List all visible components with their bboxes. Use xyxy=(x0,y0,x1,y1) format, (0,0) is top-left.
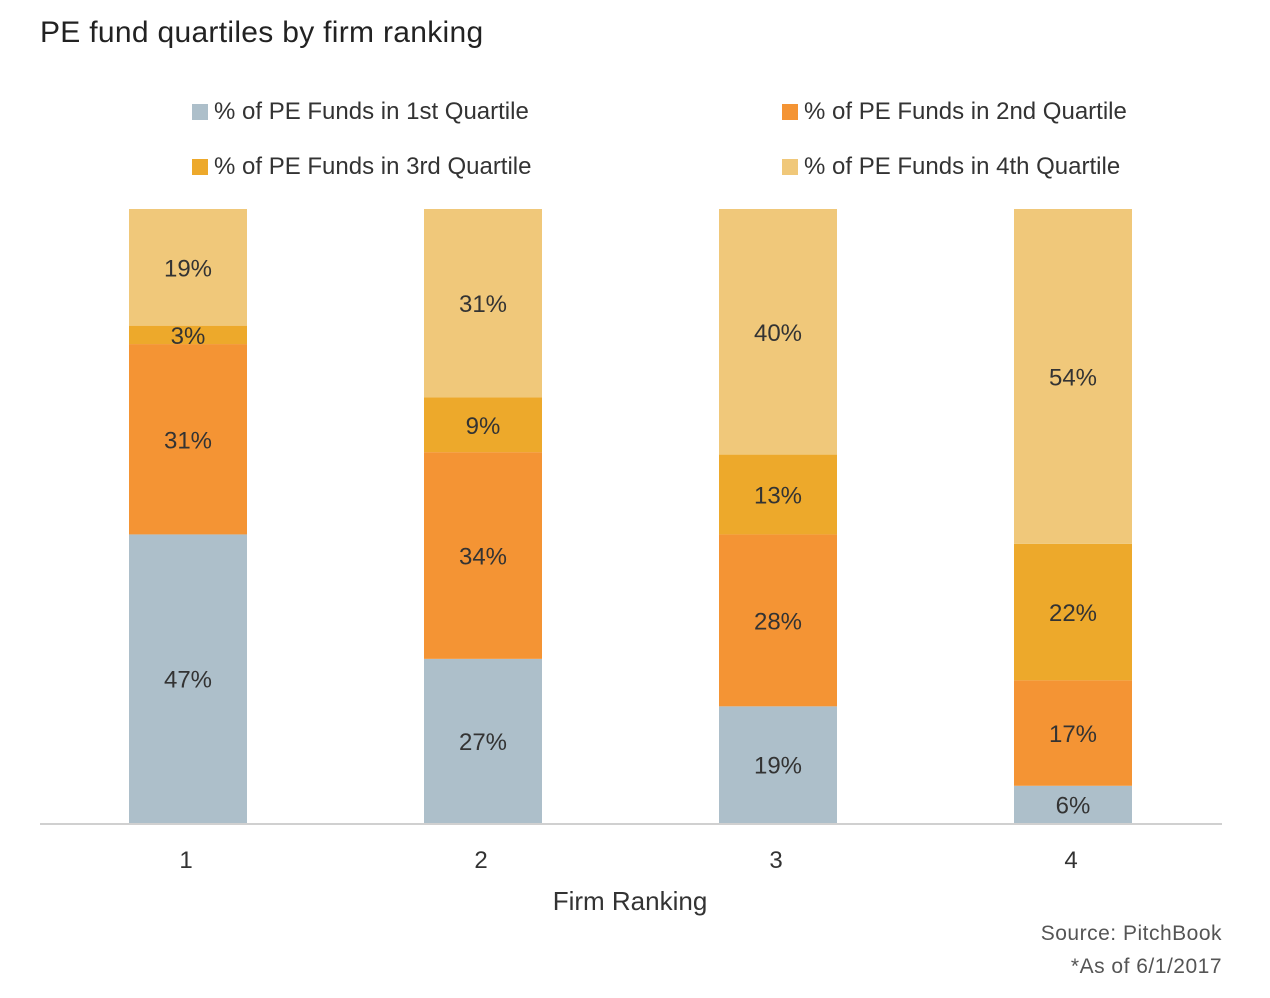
data-label: 13% xyxy=(754,483,802,510)
legend-swatch-1st-quartile xyxy=(192,104,208,120)
x-axis-title-text: Firm Ranking xyxy=(552,886,708,916)
legend-item-1st-quartile: % of PE Funds in 1st Quartile xyxy=(192,98,529,126)
bar-segment xyxy=(719,706,837,823)
stacked-bar-chart: 47% 31% 3% 19% 1 27% 34% 9% 31% 2 19% 28% 13% 40% 3 6% 1… xyxy=(40,209,1222,874)
chart-legend: % of PE Funds in 1st Quartile % of PE Fu… xyxy=(0,0,1270,200)
bar-segment xyxy=(129,534,247,823)
chart-title: PE fund quartiles by firm ranking xyxy=(40,16,484,49)
bar-segment xyxy=(719,534,837,707)
legend-item-2nd-quartile: % of PE Funds in 2nd Quartile xyxy=(782,98,1127,126)
data-label: 19% xyxy=(164,255,212,282)
source-note: Source: PitchBook xyxy=(1040,922,1222,945)
data-label: 19% xyxy=(754,753,802,780)
data-label: 22% xyxy=(1049,600,1097,627)
data-label: 40% xyxy=(754,320,802,347)
bar-segment xyxy=(424,452,542,659)
bar-segment xyxy=(1014,680,1132,786)
data-label: 17% xyxy=(1049,721,1097,748)
bar-segment xyxy=(424,209,542,398)
bar-segment xyxy=(424,397,542,453)
bar-segment xyxy=(129,325,247,345)
x-tick-label: 4 xyxy=(1064,847,1077,874)
bar-segment xyxy=(719,209,837,455)
legend-item-4th-quartile: % of PE Funds in 4th Quartile xyxy=(782,153,1120,181)
data-label: 54% xyxy=(1049,364,1097,391)
legend-label-1st-quartile: % of PE Funds in 1st Quartile xyxy=(214,98,529,125)
data-label: 31% xyxy=(164,427,212,454)
bar-segment xyxy=(1014,785,1132,823)
data-label: 47% xyxy=(164,667,212,694)
x-axis-title: Firm Ranking xyxy=(0,886,1270,917)
bar-segment xyxy=(129,209,247,326)
as-of-note: *As of 6/1/2017 xyxy=(1070,955,1222,978)
legend-swatch-2nd-quartile xyxy=(782,104,798,120)
legend-swatch-4th-quartile xyxy=(782,159,798,175)
legend-item-3rd-quartile: % of PE Funds in 3rd Quartile xyxy=(192,153,531,181)
data-label: 28% xyxy=(754,608,802,635)
data-label: 34% xyxy=(459,544,507,571)
bar-segment xyxy=(1014,543,1132,681)
legend-swatch-3rd-quartile xyxy=(192,159,208,175)
data-label: 31% xyxy=(459,291,507,318)
bar-segment xyxy=(719,454,837,535)
bar-segment xyxy=(424,658,542,823)
data-label: 3% xyxy=(171,323,206,350)
x-tick-label: 3 xyxy=(769,847,782,874)
legend-label-3rd-quartile: % of PE Funds in 3rd Quartile xyxy=(214,153,532,180)
data-label: 6% xyxy=(1056,792,1091,819)
bar-segment xyxy=(129,344,247,535)
data-label: 27% xyxy=(459,729,507,756)
x-tick-label: 2 xyxy=(474,847,487,874)
bar-segment xyxy=(1014,209,1132,544)
legend-label-2nd-quartile: % of PE Funds in 2nd Quartile xyxy=(804,98,1127,125)
x-tick-label: 1 xyxy=(179,847,192,874)
data-label: 9% xyxy=(466,413,501,440)
legend-label-4th-quartile: % of PE Funds in 4th Quartile xyxy=(804,153,1121,180)
